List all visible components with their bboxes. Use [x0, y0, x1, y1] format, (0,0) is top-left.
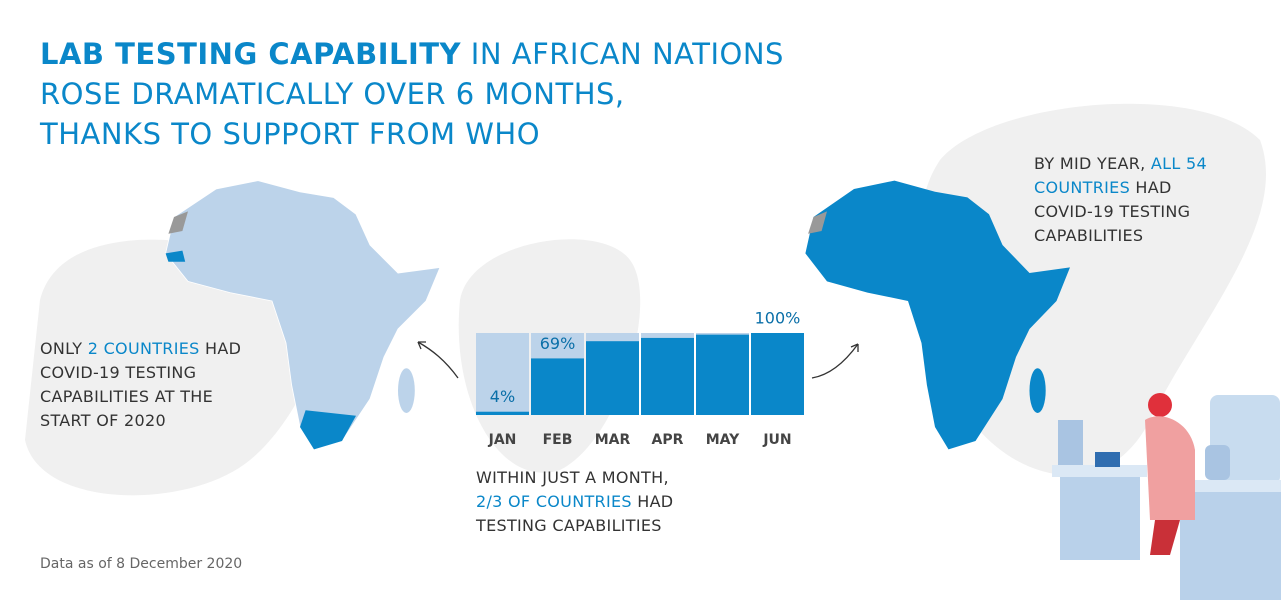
arrow — [811, 343, 859, 379]
value-label: 4% — [490, 387, 515, 406]
country — [165, 250, 186, 262]
bar — [476, 411, 529, 415]
title-line: IN AFRICAN NATIONS — [470, 37, 784, 71]
title-bold: LAB TESTING CAPABILITY — [40, 37, 462, 71]
note-text: HAD COVID-19 TESTING CAPABILITIES AT THE… — [40, 339, 242, 430]
left-note: ONLY 2 COUNTRIES HAD COVID-19 TESTING CA… — [40, 337, 250, 433]
bottom-note: WITHIN JUST A MONTH, 2/3 OF COUNTRIES HA… — [476, 466, 696, 538]
x-tick-label: MAY — [706, 432, 740, 448]
bar — [531, 358, 584, 415]
x-tick-label: FEB — [543, 432, 573, 448]
note-text: HAD COVID-19 TESTING CAPABILITIES — [1034, 178, 1191, 245]
note-text: HAD TESTING CAPABILITIES — [476, 492, 674, 535]
title: LAB TESTING CAPABILITY IN AFRICAN NATION… — [40, 34, 784, 154]
note-text: ONLY — [40, 339, 83, 358]
note-highlight: ALL 54 COUNTRIES — [1034, 154, 1207, 197]
footnote: Data as of 8 December 2020 — [40, 556, 243, 572]
bar — [696, 334, 749, 415]
africa-map-2020 — [165, 180, 441, 450]
title-line: ROSE DRAMATICALLY OVER 6 MONTHS, — [40, 77, 625, 111]
value-label: 100% — [755, 309, 801, 328]
x-tick-label: MAR — [595, 432, 631, 448]
right-note: BY MID YEAR, ALL 54 COUNTRIES HAD COVID-… — [1034, 152, 1212, 248]
note-highlight: 2 COUNTRIES — [87, 339, 200, 358]
note-text: BY MID YEAR, — [1034, 154, 1146, 173]
lab-illustration — [1052, 393, 1281, 600]
continent — [805, 180, 1070, 450]
island — [398, 368, 415, 413]
territory — [168, 211, 188, 234]
value-label: 69% — [540, 334, 576, 353]
arrow — [417, 341, 459, 379]
bar — [586, 341, 639, 415]
africa-map-mid-year — [805, 180, 1070, 450]
x-tick-label: JAN — [488, 432, 517, 448]
note-highlight: 2/3 OF COUNTRIES — [476, 492, 632, 511]
x-tick-label: APR — [652, 432, 684, 448]
arrow-head — [850, 343, 859, 352]
note-text: WITHIN JUST A MONTH, — [476, 468, 669, 487]
arrow-head — [417, 341, 426, 350]
bar — [751, 333, 804, 415]
bar — [641, 337, 694, 415]
x-tick-label: JUN — [762, 432, 791, 448]
island — [1029, 368, 1046, 413]
country — [300, 410, 356, 450]
bg-blob — [25, 239, 322, 496]
territory — [808, 211, 827, 234]
continent — [165, 180, 441, 450]
title-line: THANKS TO SUPPORT FROM WHO — [40, 117, 541, 151]
bar-track — [476, 333, 529, 415]
